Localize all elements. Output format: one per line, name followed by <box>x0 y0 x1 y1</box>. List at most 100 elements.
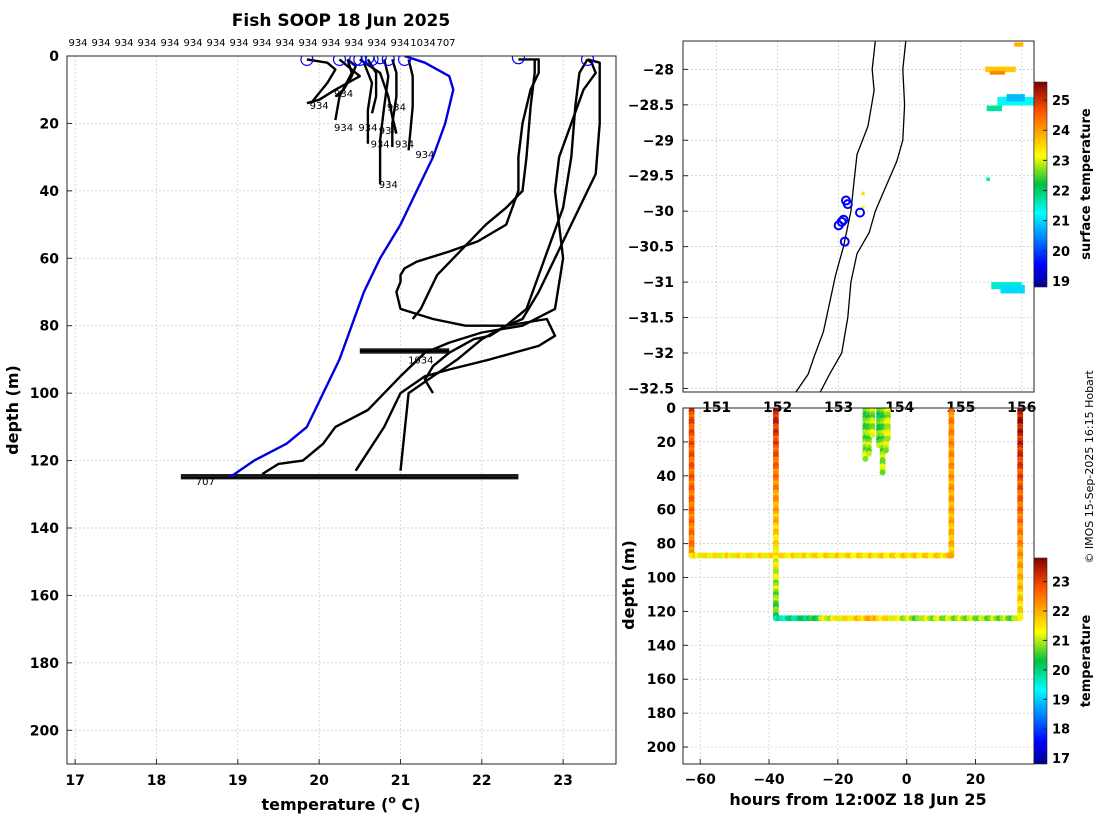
y-tick-label: 40 <box>657 469 677 485</box>
profile-label: 934 <box>310 101 329 112</box>
sst-patches <box>861 42 1034 294</box>
profile-y-ticks: 0 20 40 60 80 100 120 140 160 180 200 <box>30 49 72 739</box>
profile-gridlines <box>67 55 616 764</box>
sst-colorbar-ticks: 19 20 21 22 23 24 25 <box>1043 94 1070 290</box>
profile-id-label: 934 <box>321 38 340 49</box>
y-tick-label: 120 <box>647 604 676 620</box>
profile-x-label: temperature (o C) <box>261 793 420 814</box>
station-circle <box>855 207 866 218</box>
y-tick-label: 100 <box>30 386 59 402</box>
sst-patch <box>1014 42 1024 47</box>
y-tick-label: 80 <box>40 319 60 335</box>
y-tick-label: 80 <box>657 537 677 553</box>
profile-id-label: 1034 <box>410 38 435 49</box>
temperature-sample <box>869 432 876 439</box>
profile-id-label: 934 <box>367 38 386 49</box>
sst-patch <box>986 105 1002 112</box>
profile-line-934 <box>391 59 398 147</box>
y-tick-label: 140 <box>30 521 59 537</box>
profile-id-label: 934 <box>91 38 110 49</box>
sst-colorbar-tick-label: 20 <box>1052 245 1070 260</box>
profile-id-label: 934 <box>114 38 133 49</box>
profile-id-label: 934 <box>229 38 248 49</box>
lat-tick-label: −28 <box>643 62 674 78</box>
sst-colorbar-tick-label: 24 <box>1052 124 1070 139</box>
temperature-colorbar-tick-label: 19 <box>1052 693 1070 708</box>
station-circle <box>838 214 849 225</box>
profile-line-934 <box>261 58 597 476</box>
profile-line-934 <box>399 58 601 471</box>
sst-patch <box>986 177 991 182</box>
map-gridlines <box>683 41 1034 392</box>
y-tick-label: 60 <box>657 503 677 519</box>
y-tick-label: 200 <box>647 740 676 756</box>
profile-id-label: 934 <box>206 38 225 49</box>
profile-line-934 <box>306 58 337 104</box>
sst-patch <box>989 71 1006 75</box>
profile-start-markers <box>300 56 595 66</box>
sst-colorbar <box>1033 81 1048 288</box>
timeline-y-ticks: 0 20 40 60 80 100 120 140 160 180 200 <box>647 401 688 756</box>
profile-label: 934 <box>415 150 434 161</box>
x-tick-label: 18 <box>147 773 166 789</box>
profile-start-circle <box>381 56 395 66</box>
profile-id-label: 934 <box>183 38 202 49</box>
sst-colorbar-tick-label: 23 <box>1052 154 1070 169</box>
sst-patch <box>985 66 1016 73</box>
temperature-colorbar-tick-label: 20 <box>1052 664 1070 679</box>
timeline-x-label: hours from 12:00Z 18 Jun 25 <box>729 790 986 809</box>
profile-x-ticks: 17 18 19 20 21 22 23 <box>65 759 573 789</box>
x-tick-label: 19 <box>228 773 247 789</box>
lat-tick-label: −30 <box>643 204 674 220</box>
temperature-colorbar-tick-label: 21 <box>1052 634 1070 649</box>
temperature-colorbar-tick-label: 23 <box>1052 576 1070 591</box>
profile-id-label: 934 <box>298 38 317 49</box>
profile-label: 934 <box>379 126 398 137</box>
timeline-x-ticks: −60 −40 −20 0 20 <box>685 759 985 788</box>
profile-label: 934 <box>371 140 390 151</box>
y-tick-label: 200 <box>30 723 59 739</box>
x-tick-label: 23 <box>553 773 572 789</box>
sst-colorbar-tick-label: 19 <box>1052 275 1070 290</box>
profile-id-label: 934 <box>68 38 87 49</box>
y-tick-label: 160 <box>30 588 59 604</box>
profile-id-label: 707 <box>436 38 455 49</box>
lat-tick-label: −32 <box>643 346 674 362</box>
depth-time-panel: −60 −40 −20 0 20 020406080100120140160180200… <box>619 401 1094 809</box>
y-tick-label: 0 <box>666 401 676 417</box>
profile-y-label: depth (m) <box>3 365 22 455</box>
profile-label: 934 <box>334 123 353 134</box>
profile-line-934 <box>366 58 378 114</box>
sst-map-panel: −28 −28.5 −29 −29.5 −30 −30.5 −31 −31.5 −32 −32.5… <box>628 40 1096 564</box>
x-tick-label: 21 <box>391 773 410 789</box>
lat-tick-label: −28.5 <box>628 98 674 114</box>
y-tick-label: 160 <box>647 672 676 688</box>
profile-line-934 <box>411 59 536 320</box>
station-circle <box>839 236 850 247</box>
profile-label: 934 <box>379 180 398 191</box>
profile-start-circle <box>511 56 525 65</box>
y-tick-label: 20 <box>657 435 677 451</box>
temperature-sample <box>948 552 955 559</box>
x-tick-label: 0 <box>902 772 912 788</box>
temperature-colorbar-tick-label: 17 <box>1052 752 1070 767</box>
profile-line-934 <box>407 59 414 151</box>
temperature-colorbar-tick-label: 22 <box>1052 605 1070 620</box>
profile-id-row: 934 934 934 934 934 934 934 934 934 934 934 934 934 9… <box>68 38 455 49</box>
x-tick-label: −40 <box>753 772 784 788</box>
map-lat-ticks: −28 −28.5 −29 −29.5 −30 −30.5 −31 −31.5 −32 −32.5 <box>628 62 688 397</box>
sst-colorbar-tick-label: 25 <box>1052 94 1070 109</box>
profile-start-circle <box>332 56 347 66</box>
profile-start-circle <box>373 56 387 65</box>
profile-start-circle <box>365 56 379 66</box>
temperature-sample <box>865 450 872 457</box>
station-markers <box>833 195 866 247</box>
profile-id-label: 934 <box>137 38 156 49</box>
profile-line-934 <box>378 59 390 185</box>
y-tick-label: 180 <box>647 706 676 722</box>
profile-line-934 <box>334 58 357 98</box>
profile-label: 1034 <box>408 355 433 366</box>
profile-label: 707 <box>196 477 215 488</box>
